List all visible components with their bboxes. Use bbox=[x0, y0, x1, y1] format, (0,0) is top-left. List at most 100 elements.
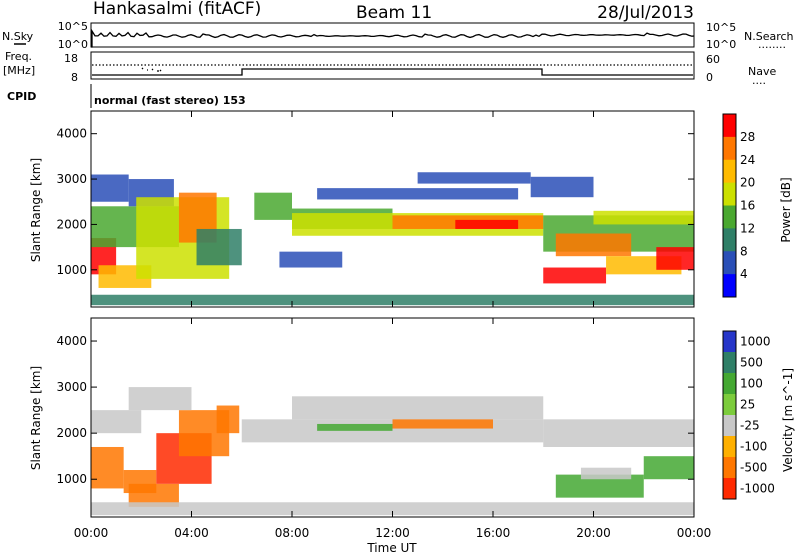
power-cell bbox=[656, 247, 694, 270]
x-tick-label: 20:00 bbox=[576, 526, 611, 540]
velocity-colorbar: 1000 500 100 25 -25 -100 -500 -1000 bbox=[722, 330, 775, 500]
velocity-panel: 4000 3000 2000 1000 Slant Range [km] 1000 50… bbox=[29, 317, 795, 518]
velocity-colorbar-swatch bbox=[723, 331, 736, 353]
velocity-cell bbox=[392, 419, 493, 429]
velocity-y-tick-label: 1000 bbox=[56, 472, 87, 486]
x-axis-label: Time UT bbox=[366, 541, 417, 554]
velocity-colorbar-label: Velocity [m s^-1] bbox=[781, 368, 795, 472]
power-cell bbox=[91, 294, 694, 306]
velocity-cell bbox=[128, 387, 192, 411]
freq-strip: Freq. [MHz] 18 8 60 0 Nave .... bbox=[3, 50, 776, 87]
velocity-cell bbox=[543, 419, 694, 447]
velocity-y-tick-label: 3000 bbox=[56, 380, 87, 394]
power-colorbar-swatch bbox=[723, 251, 736, 275]
velocity-colorbar-swatch bbox=[723, 457, 736, 479]
power-cell bbox=[317, 188, 519, 200]
velocity-colorbar-frame bbox=[722, 330, 737, 500]
power-cell bbox=[196, 228, 242, 266]
nsky-strip: N.Sky 10^5 10^0 10^5 10^0 N.Search .....… bbox=[2, 20, 794, 51]
velocity-colorbar-tick: -500 bbox=[740, 461, 767, 475]
power-y-tick-label: 4000 bbox=[56, 127, 87, 141]
power-colorbar-tick: 28 bbox=[740, 130, 755, 144]
velocity-cell bbox=[91, 502, 694, 516]
nsearch-label: N.Search bbox=[744, 30, 794, 43]
x-tick-label: 00:00 bbox=[677, 526, 712, 540]
power-colorbar-frame bbox=[722, 113, 737, 298]
velocity-cell bbox=[128, 483, 179, 507]
x-tick-label: 00:00 bbox=[74, 526, 109, 540]
power-colorbar: 28 24 20 16 12 8 4 bbox=[722, 113, 755, 298]
nsearch-tick-top: 10^5 bbox=[706, 21, 736, 34]
power-y-ticks: 4000 3000 2000 1000 bbox=[56, 127, 694, 277]
velocity-colorbar-swatch bbox=[723, 415, 736, 437]
velocity-colorbar-tick: 1000 bbox=[740, 335, 771, 349]
freq-scatter bbox=[141, 67, 162, 72]
power-cell bbox=[91, 174, 129, 202]
x-tick-label: 04:00 bbox=[174, 526, 209, 540]
power-cell bbox=[417, 172, 531, 184]
velocity-cell bbox=[643, 456, 694, 480]
power-y-tick-label: 3000 bbox=[56, 172, 87, 186]
power-colorbar-tick: 16 bbox=[740, 199, 755, 213]
x-axis: 00:00 04:00 08:00 12:00 16:00 20:00 00:00 bbox=[74, 111, 712, 540]
nsearch-legend: ........ bbox=[758, 38, 786, 51]
velocity-y-axis-label: Slant Range [km] bbox=[29, 366, 43, 470]
velocity-colorbar-tick: 500 bbox=[740, 356, 763, 370]
x-tick-label: 12:00 bbox=[375, 526, 410, 540]
freq-tick-top: 18 bbox=[64, 52, 78, 65]
velocity-y-tick-label: 2000 bbox=[56, 426, 87, 440]
power-colorbar-swatch bbox=[723, 205, 736, 229]
freq-tick-bottom: 8 bbox=[71, 71, 78, 84]
nsky-tick-top: 10^5 bbox=[58, 20, 88, 33]
freq-label-line2: [MHz] bbox=[3, 64, 35, 77]
velocity-cell bbox=[216, 405, 240, 434]
nsky-tick-bottom: 10^0 bbox=[58, 38, 88, 51]
nave-tick-top: 60 bbox=[706, 53, 720, 66]
velocity-colorbar-swatch bbox=[723, 352, 736, 374]
velocity-colorbar-swatch bbox=[723, 436, 736, 458]
power-colorbar-label: Power [dB] bbox=[779, 177, 793, 242]
power-panel: 4000 3000 2000 1000 Slant Range [km] 28 24 20… bbox=[29, 110, 793, 308]
power-cell bbox=[593, 210, 694, 225]
power-colorbar-swatch bbox=[723, 182, 736, 206]
velocity-cells bbox=[91, 387, 694, 516]
power-colorbar-tick: 4 bbox=[740, 267, 748, 281]
power-colorbar-swatch bbox=[723, 159, 736, 184]
velocity-colorbar-swatch bbox=[723, 373, 736, 395]
x-tick-label: 16:00 bbox=[476, 526, 511, 540]
velocity-cell bbox=[580, 467, 632, 480]
date-label: 28/Jul/2013 bbox=[597, 3, 694, 23]
velocity-colorbar-tick: -100 bbox=[740, 440, 767, 454]
velocity-cell bbox=[91, 446, 124, 489]
power-cell bbox=[543, 267, 607, 284]
cpid-strip: CPID normal (fast stereo) 153 bbox=[7, 84, 246, 108]
nave-tick-bottom: 0 bbox=[706, 71, 713, 84]
velocity-colorbar-tick: -1000 bbox=[740, 482, 775, 496]
velocity-colorbar-swatch bbox=[723, 478, 736, 500]
x-tick-label: 08:00 bbox=[275, 526, 310, 540]
velocity-colorbar-swatch bbox=[723, 394, 736, 416]
freq-frame bbox=[90, 51, 695, 80]
power-colorbar-tick: 12 bbox=[740, 221, 755, 235]
velocity-cell bbox=[317, 423, 393, 431]
power-colorbar-tick: 20 bbox=[740, 176, 755, 190]
power-cell bbox=[530, 176, 594, 198]
velocity-y-tick-label: 4000 bbox=[56, 334, 87, 348]
cpid-text: normal (fast stereo) 153 bbox=[94, 94, 246, 107]
velocity-y-ticks: 4000 3000 2000 1000 bbox=[56, 334, 694, 486]
power-cells bbox=[91, 172, 694, 306]
power-colorbar-tick: 8 bbox=[740, 244, 748, 258]
nsky-label: N.Sky bbox=[2, 30, 34, 43]
beam-label: Beam 11 bbox=[356, 3, 432, 23]
velocity-cell bbox=[91, 410, 142, 434]
velocity-colorbar-tick: 25 bbox=[740, 398, 755, 412]
power-cell bbox=[254, 192, 292, 220]
nsky-line bbox=[91, 28, 695, 48]
velocity-colorbar-tick: -25 bbox=[740, 419, 760, 433]
station-title: Hankasalmi (fitACF) bbox=[93, 0, 261, 19]
power-colorbar-swatch bbox=[723, 274, 736, 298]
power-cell bbox=[279, 251, 343, 268]
nave-line bbox=[92, 68, 693, 76]
power-cell bbox=[455, 219, 519, 229]
